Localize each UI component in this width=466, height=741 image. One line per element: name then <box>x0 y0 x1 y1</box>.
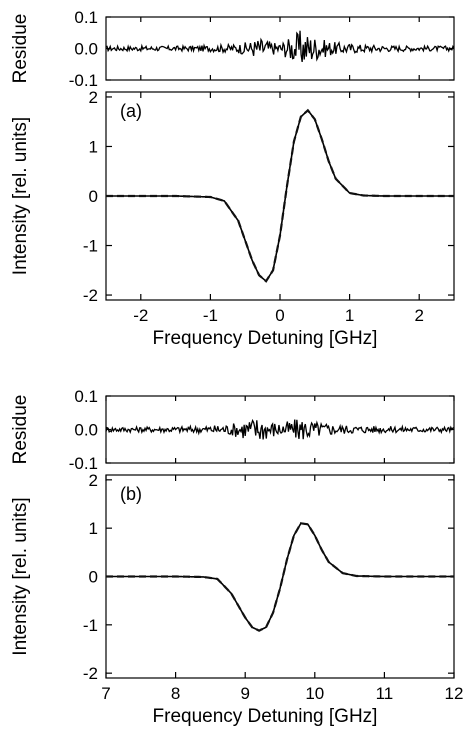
y-axis-label: Intensity [rel. units] <box>10 497 31 655</box>
residue-y-tick-label: 0.1 <box>74 8 98 27</box>
x-tick-label: -2 <box>133 306 148 325</box>
residue-y-axis-label: Residue <box>10 395 31 465</box>
x-axis-label: Frequency Detuning [GHz] <box>153 328 378 349</box>
panel-label: (a) <box>120 101 142 121</box>
series-line-b-dashed <box>106 522 454 632</box>
residue-y-tick-label: 0.0 <box>74 421 98 440</box>
x-tick-label: 2 <box>414 306 423 325</box>
residue-y-tick-label: -0.1 <box>69 71 98 90</box>
x-tick-label: 0 <box>275 306 284 325</box>
y-tick-label: 0 <box>89 187 98 206</box>
y-tick-label: 2 <box>89 471 98 490</box>
residue-plot-frame-a <box>105 16 455 81</box>
x-tick-label: 7 <box>101 684 110 703</box>
panel-label: (b) <box>120 484 142 504</box>
x-tick-label: 1 <box>345 306 354 325</box>
x-tick-label: 8 <box>171 684 180 703</box>
residue-y-tick-label: -0.1 <box>69 454 98 473</box>
residue-y-tick-label: 0.1 <box>74 387 98 406</box>
x-axis-label: Frequency Detuning [GHz] <box>153 706 378 727</box>
y-tick-label: 2 <box>89 88 98 107</box>
residue-trace-a <box>105 30 455 63</box>
x-tick-label: 9 <box>240 684 249 703</box>
y-tick-label: -1 <box>83 237 98 256</box>
x-tick-label: 11 <box>376 684 394 703</box>
residue-y-axis-label: Residue <box>10 14 31 84</box>
y-tick-label: 0 <box>89 568 98 587</box>
y-axis-label: Intensity [rel. units] <box>10 117 31 275</box>
y-tick-label: 1 <box>89 519 98 538</box>
x-tick-label: 12 <box>445 684 464 703</box>
residue-y-tick-label: 0.0 <box>74 40 98 59</box>
series-line-a-dashed <box>106 108 454 283</box>
x-tick-label: -1 <box>203 306 218 325</box>
y-tick-label: 1 <box>89 137 98 156</box>
x-tick-label: 10 <box>305 684 324 703</box>
y-tick-label: -2 <box>83 286 98 305</box>
y-tick-label: -1 <box>83 616 98 635</box>
residue-trace-b <box>105 418 455 440</box>
series-line-a-solid <box>106 109 454 283</box>
y-tick-label: -2 <box>83 664 98 683</box>
